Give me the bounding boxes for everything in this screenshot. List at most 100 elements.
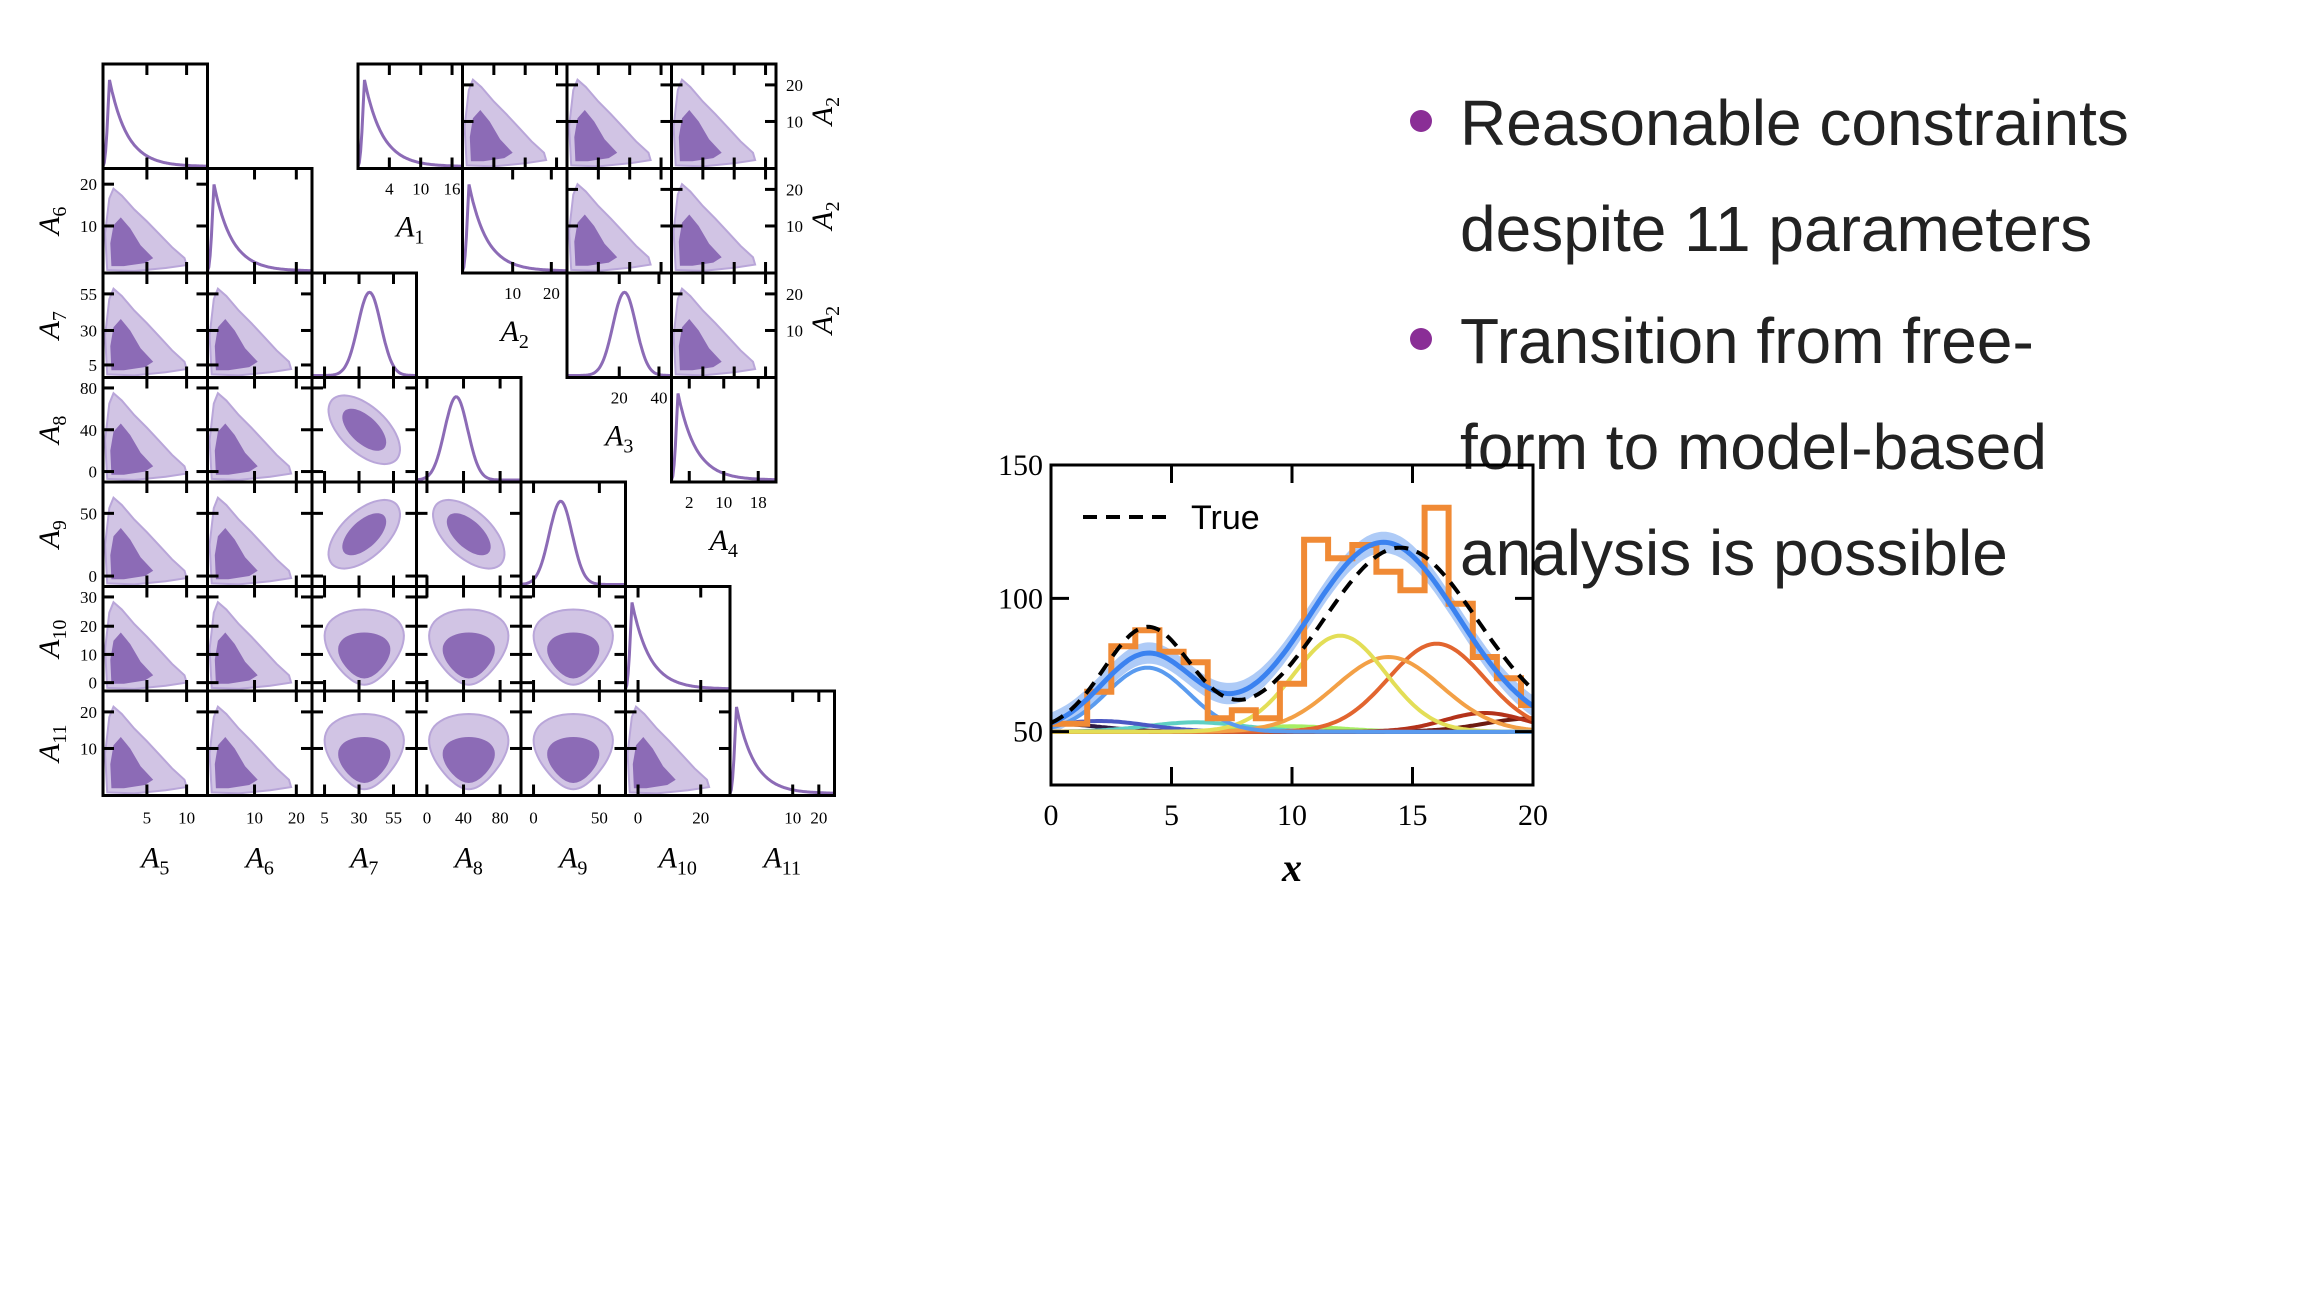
marginal-curve: [312, 290, 417, 377]
contour-68: [547, 632, 600, 679]
marginal-panel: [415, 376, 523, 484]
data-histogram: [1051, 504, 1533, 727]
marginal-panel: [356, 62, 464, 170]
contour-panel: [310, 689, 418, 797]
bullet-line: Transition from free-: [1460, 305, 2034, 377]
marginal-curve: [356, 79, 463, 168]
contour-panel: [519, 585, 627, 693]
contour-panel: [101, 689, 209, 797]
contour-panel: [206, 480, 314, 588]
contour-panel: [415, 585, 523, 693]
bullet-dot-icon: [1410, 328, 1432, 350]
contour-panel: [415, 689, 523, 797]
contour-68: [110, 528, 154, 580]
contour-68: [547, 737, 600, 783]
contour-panel: [206, 376, 314, 484]
y-tick-label: 20: [786, 180, 803, 199]
x-tick-label: 10: [178, 809, 195, 828]
x-axis-label: A8: [453, 842, 483, 880]
contour-panel: [206, 271, 314, 379]
contour-panel: [670, 167, 778, 275]
contour-68: [574, 214, 618, 266]
x-axis-label: A1: [394, 211, 424, 249]
contour-panel: [565, 62, 673, 170]
contour-68: [214, 737, 258, 789]
bullet-list: Reasonable constraints despite 11 parame…: [1410, 70, 2310, 612]
y-axis-label: A11: [33, 724, 71, 764]
contour-panel: [101, 376, 209, 484]
contour-panel: [624, 689, 732, 797]
contour-panel: [101, 167, 209, 275]
plot-area: [1051, 504, 1533, 734]
x-axis-label: A11: [761, 842, 801, 880]
contour-68: [442, 632, 495, 679]
x-tick-label: 20: [543, 284, 560, 303]
contour-panel: [206, 689, 314, 797]
x-tick-label: 16: [444, 180, 461, 199]
y-tick-label: 10: [80, 739, 97, 758]
x-axis-label: A5: [139, 842, 169, 880]
x-tick-label: 0: [1044, 799, 1059, 832]
contour-panel: [565, 167, 673, 275]
panel-frame: [565, 271, 673, 379]
bullet-line: Reasonable constraints: [1460, 87, 2129, 159]
corner-plot: 1020A653055A704080A8050A90102030A101020A…: [33, 62, 844, 880]
y-tick-label: 20: [786, 76, 803, 95]
contour-68: [338, 737, 391, 783]
contour-68: [110, 319, 154, 371]
y-tick-label: 10: [786, 217, 803, 236]
component-curve: [1051, 633, 1533, 734]
x-tick-label: 40: [455, 809, 472, 828]
x-tick-label: 10: [412, 180, 429, 199]
y-axis-label: A8: [33, 416, 71, 446]
marginal-curve: [728, 706, 835, 795]
contour-68: [110, 423, 154, 475]
x-axis-label: A9: [557, 842, 587, 880]
marginal-curve: [206, 184, 313, 273]
contour-panel: [670, 271, 778, 379]
x-tick-label: 80: [492, 809, 509, 828]
marginal-panel: [728, 689, 836, 797]
marginal-panel: [519, 480, 627, 588]
contour-68: [469, 110, 513, 162]
fit-uncertainty-band: [1051, 531, 1533, 734]
y-axis-label: A9: [33, 520, 71, 550]
x-axis-label: A6: [244, 842, 274, 880]
x-tick-label: 30: [351, 809, 368, 828]
x-tick-label: 40: [650, 389, 667, 408]
x-tick-label: 10: [715, 493, 732, 512]
y-tick-label: 0: [89, 674, 98, 693]
x-tick-label: 10: [246, 809, 263, 828]
bullet-line: analysis is possible: [1460, 517, 2008, 589]
y-tick-label: 10: [786, 112, 803, 131]
contour-panel: [206, 585, 314, 693]
panel-frame: [728, 689, 836, 797]
x-tick-label: 2: [685, 493, 694, 512]
contour-68: [342, 513, 387, 556]
contour-panel: [101, 271, 209, 379]
marginal-panel: [101, 62, 209, 170]
marginal-curve: [461, 184, 568, 273]
component-curve: [1051, 665, 1533, 734]
y-axis-label: A7: [33, 311, 71, 341]
marginal-panel: [670, 376, 778, 484]
marginal-curve: [670, 393, 777, 482]
x-tick-label: 20: [1518, 799, 1548, 832]
contour-68: [214, 528, 258, 580]
y-tick-label: 30: [80, 588, 97, 607]
contour-panel: [310, 376, 418, 484]
x-tick-label: 18: [750, 493, 767, 512]
x-tick-label: 20: [692, 809, 709, 828]
y-tick-label: 150: [1000, 449, 1043, 482]
x-tick-label: 0: [634, 809, 643, 828]
y-tick-label: 10: [80, 645, 97, 664]
x-tick-label: 5: [1164, 799, 1179, 832]
contour-panel: [101, 585, 209, 693]
x-tick-label: 5: [143, 809, 152, 828]
true-curve: [1051, 545, 1533, 725]
marginal-curve: [567, 290, 672, 377]
y-tick-label: 10: [80, 217, 97, 236]
y-tick-label: 30: [80, 321, 97, 340]
fit-curve: [1051, 539, 1533, 726]
x-tick-label: 0: [423, 809, 432, 828]
